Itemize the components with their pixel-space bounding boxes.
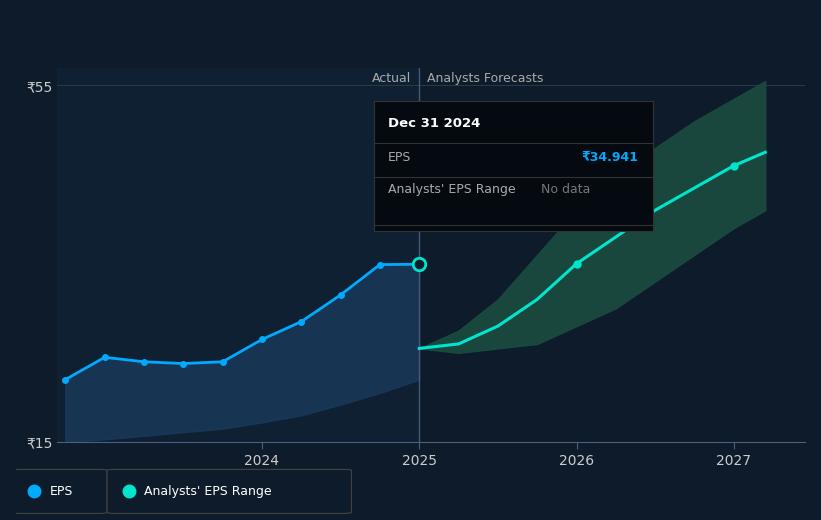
Text: No data: No data <box>541 183 590 196</box>
Text: Analysts Forecasts: Analysts Forecasts <box>427 72 544 85</box>
FancyBboxPatch shape <box>12 470 107 513</box>
Text: Actual: Actual <box>372 72 411 85</box>
Text: Analysts' EPS Range: Analysts' EPS Range <box>388 183 515 196</box>
Text: Analysts' EPS Range: Analysts' EPS Range <box>144 485 272 498</box>
Text: Dec 31 2024: Dec 31 2024 <box>388 117 480 130</box>
Text: EPS: EPS <box>388 151 410 164</box>
Text: EPS: EPS <box>50 485 73 498</box>
Bar <box>57 68 420 442</box>
Text: ₹34.941: ₹34.941 <box>582 151 639 164</box>
FancyBboxPatch shape <box>107 470 351 513</box>
